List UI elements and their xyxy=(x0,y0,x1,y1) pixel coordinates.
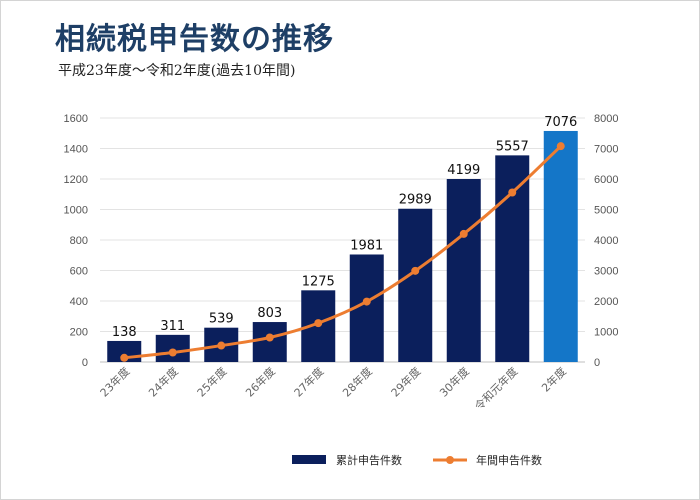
y-left-tick-label: 200 xyxy=(70,327,88,339)
bar-data-label: 803 xyxy=(257,306,282,321)
x-tick-label: 26年度 xyxy=(243,364,278,399)
y-right-tick-label: 6000 xyxy=(594,174,618,186)
x-tick-label: 29年度 xyxy=(388,364,423,399)
line-point xyxy=(168,348,177,357)
line-point xyxy=(265,333,274,342)
y-right-tick-label: 2000 xyxy=(594,296,618,308)
line-series xyxy=(124,145,562,360)
legend-line-label: 年間申告件数 xyxy=(476,453,542,467)
legend-bar-label: 累計申告件数 xyxy=(336,453,402,467)
line-point xyxy=(120,353,129,362)
bar-data-label: 1275 xyxy=(302,274,335,289)
y-right-tick-label: 4000 xyxy=(594,235,618,247)
line-point xyxy=(314,319,323,328)
y-left-tick-label: 1600 xyxy=(64,113,88,125)
y-right-tick-label: 8000 xyxy=(594,113,618,125)
line-point xyxy=(411,266,420,275)
chart-title: 相続税申告数の推移 xyxy=(55,22,334,57)
y-right-tick-label: 1000 xyxy=(594,327,618,339)
y-left-tick-label: 800 xyxy=(70,235,88,247)
bar-data-label: 4199 xyxy=(447,163,480,178)
y-left-tick-label: 400 xyxy=(70,296,88,308)
y-right-tick-label: 0 xyxy=(594,357,600,369)
bar xyxy=(252,322,287,362)
x-tick-label: 令和元年度 xyxy=(472,364,521,413)
line-point xyxy=(362,297,371,306)
y-left-tick-label: 0 xyxy=(82,357,88,369)
bar-data-label: 2989 xyxy=(399,193,432,208)
bar xyxy=(398,208,433,362)
bar-data-label: 138 xyxy=(112,325,137,340)
x-tick-label: 28年度 xyxy=(340,364,375,399)
x-tick-label: 25年度 xyxy=(194,364,229,399)
y-left-tick-label: 1200 xyxy=(64,174,88,186)
y-left-tick-label: 1400 xyxy=(64,144,88,156)
line-point xyxy=(556,142,565,151)
chart-subtitle: 平成23年度～令和2年度(過去10年間) xyxy=(58,63,296,79)
bar-data-label: 539 xyxy=(209,312,234,327)
x-tick-label: 2年度 xyxy=(538,364,568,394)
y-right-tick-label: 7000 xyxy=(594,144,618,156)
line-point xyxy=(459,229,468,238)
y-left-tick-label: 600 xyxy=(70,266,88,278)
bar xyxy=(446,179,481,362)
bar-data-label: 7076 xyxy=(544,115,577,130)
bar-data-label: 5557 xyxy=(496,139,529,154)
x-tick-label: 23年度 xyxy=(97,364,132,399)
bar xyxy=(543,130,578,362)
bar xyxy=(155,334,190,362)
legend-bar-swatch xyxy=(292,455,326,464)
bar-data-label: 311 xyxy=(160,319,185,334)
x-tick-label: 27年度 xyxy=(291,364,326,399)
bar-data-label: 1981 xyxy=(350,238,383,253)
y-right-tick-label: 5000 xyxy=(594,205,618,217)
y-right-tick-label: 3000 xyxy=(594,266,618,278)
y-left-tick-label: 1000 xyxy=(64,205,88,217)
x-tick-label: 30年度 xyxy=(437,364,472,399)
legend-line-marker xyxy=(446,456,454,464)
line-point xyxy=(217,341,226,350)
bar xyxy=(495,155,530,362)
line-point xyxy=(508,188,517,197)
x-tick-label: 24年度 xyxy=(146,364,181,399)
